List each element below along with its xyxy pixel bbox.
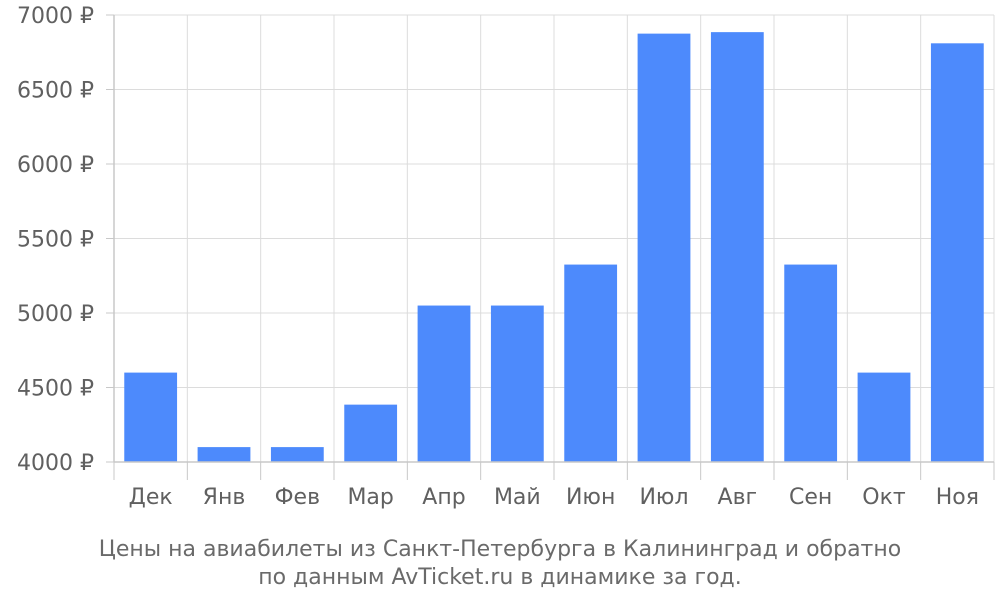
y-tick-label: 4000 ₽ [17, 451, 94, 476]
y-tick-label: 4500 ₽ [17, 377, 94, 402]
axes [106, 14, 995, 480]
x-tick-labels: Дек Янв Фев Мар Апр Май Июн Июл Авг Сен Окт Ноя [129, 485, 979, 510]
bars [124, 32, 984, 463]
bar [930, 43, 984, 463]
bar [124, 372, 178, 462]
bar [710, 32, 764, 462]
y-tick-label: 6000 ₽ [17, 153, 94, 178]
x-tick-label: Окт [862, 485, 906, 510]
x-tick-label: Май [494, 485, 541, 510]
x-tick-label: Июн [566, 485, 615, 510]
bar [784, 264, 838, 462]
bar [417, 305, 471, 462]
bar [564, 264, 618, 462]
x-tick-label: Июл [639, 485, 688, 510]
y-tick-label: 6500 ₽ [17, 79, 94, 104]
grid-lines [113, 14, 995, 463]
bar [344, 404, 398, 462]
x-tick-label: Ноя [936, 485, 979, 510]
bar [197, 447, 251, 462]
x-tick-label: Авг [718, 485, 758, 510]
bar [490, 305, 544, 462]
chart-caption-line-1: Цены на авиабилеты из Санкт-Петербурга в… [99, 537, 901, 562]
x-tick-label: Апр [422, 485, 465, 510]
x-tick-label: Сен [789, 485, 832, 510]
y-tick-label: 5000 ₽ [17, 302, 94, 327]
x-tick-label: Дек [129, 485, 173, 510]
chart-caption-line-2: по данным AvTicket.ru в динамике за год. [258, 565, 742, 590]
bar [270, 447, 324, 462]
x-tick-label: Янв [203, 485, 246, 510]
x-tick-label: Фев [275, 485, 320, 510]
y-tick-labels: 4000 ₽ 4500 ₽ 5000 ₽ 5500 ₽ 6000 ₽ 6500 ₽ 7000… [17, 4, 94, 476]
y-tick-label: 7000 ₽ [17, 4, 94, 29]
y-tick-label: 5500 ₽ [17, 228, 94, 253]
x-tick-label: Мар [347, 485, 393, 510]
bar [857, 372, 911, 462]
bar [637, 33, 691, 462]
